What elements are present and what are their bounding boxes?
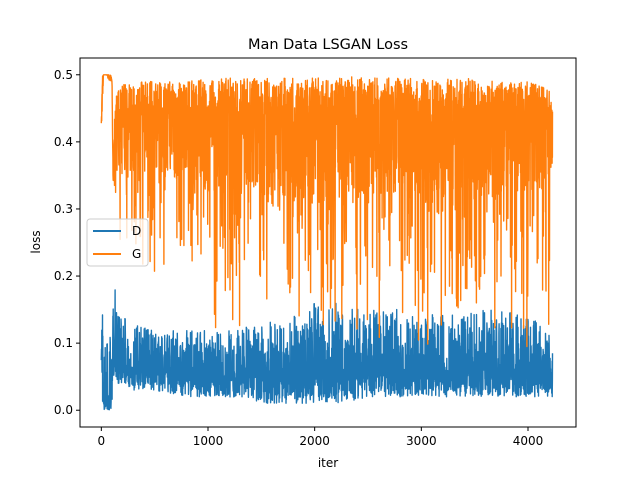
y-axis-ticks: 0.0 0.1 0.2 0.3 0.4 0.5 <box>54 68 80 417</box>
x-axis-ticks: 0 1000 2000 3000 4000 <box>98 427 544 448</box>
plot-series-layer <box>100 74 554 411</box>
y-axis-label: loss <box>29 230 43 253</box>
x-tick-label: 1000 <box>193 434 224 448</box>
y-tick-label: 0.0 <box>54 403 73 417</box>
y-tick-label: 0.5 <box>54 68 73 82</box>
plot-area-frame <box>79 57 577 428</box>
x-tick-label: 2000 <box>299 434 330 448</box>
series-line-d <box>100 289 554 411</box>
x-tick-label: 4000 <box>513 434 544 448</box>
x-tick-label: 3000 <box>406 434 437 448</box>
y-tick-label: 0.3 <box>54 202 73 216</box>
y-tick-label: 0.2 <box>54 269 73 283</box>
x-axis-label: iter <box>318 456 338 470</box>
chart-title: Man Data LSGAN Loss <box>248 37 408 53</box>
legend: D G <box>86 218 149 267</box>
legend-label-d: D <box>132 224 141 238</box>
series-line-g <box>100 74 554 348</box>
y-tick-label: 0.4 <box>54 135 73 149</box>
legend-label-g: G <box>132 247 141 261</box>
x-tick-label: 0 <box>98 434 106 448</box>
y-tick-label: 0.1 <box>54 336 73 350</box>
